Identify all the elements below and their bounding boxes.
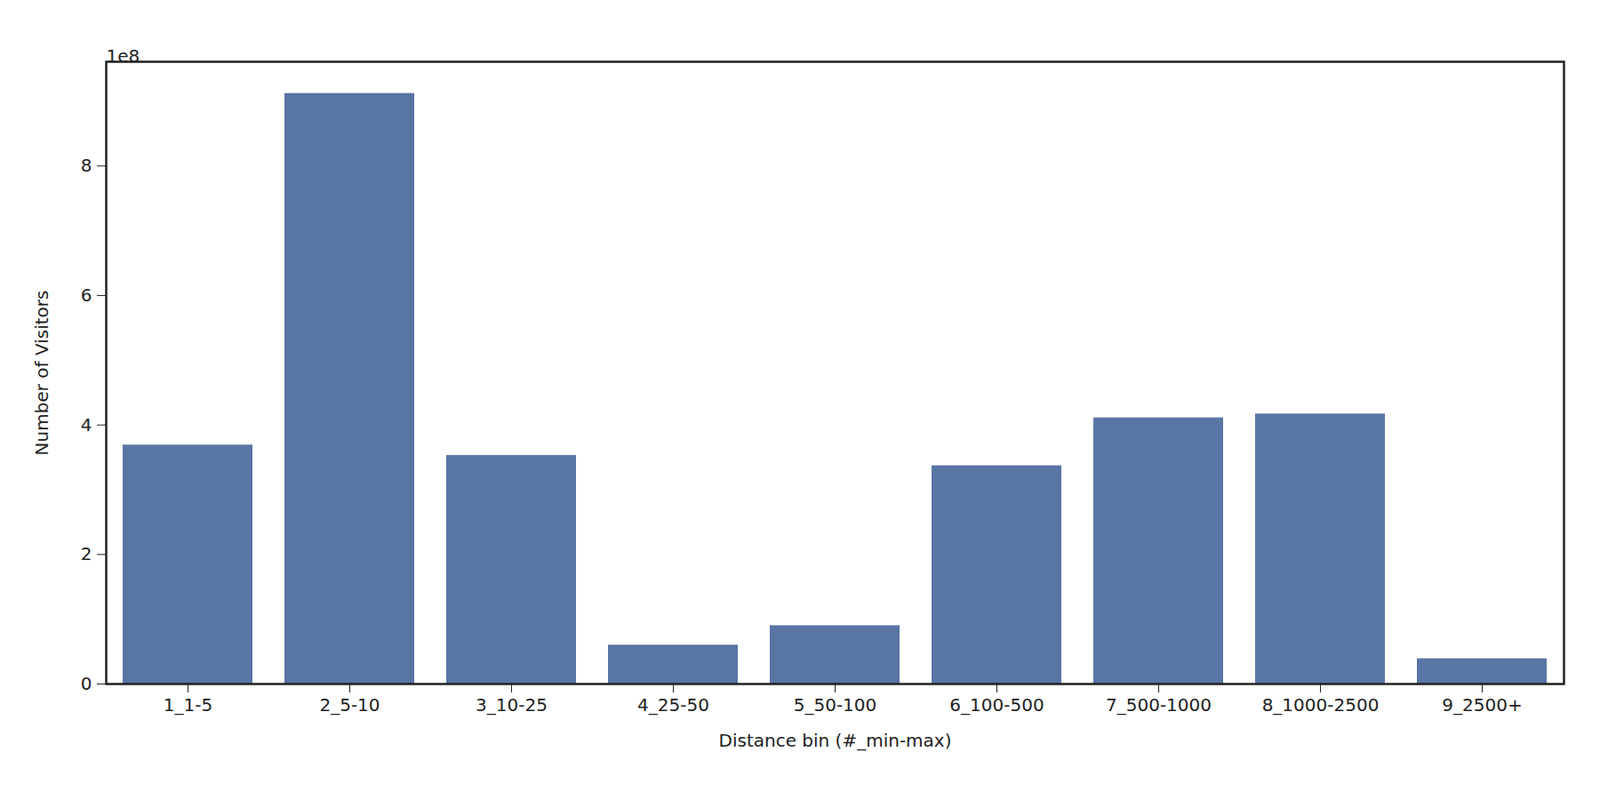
svg-text:1e8: 1e8	[106, 45, 141, 67]
svg-text:6: 6	[80, 284, 93, 306]
svg-text:5_50-100: 5_50-100	[793, 694, 878, 716]
svg-text:8: 8	[80, 154, 93, 176]
svg-text:4: 4	[80, 414, 93, 436]
svg-text:9_2500+: 9_2500+	[1441, 694, 1522, 716]
svg-text:3_10-25: 3_10-25	[475, 694, 548, 716]
svg-text:2: 2	[80, 543, 93, 565]
svg-text:Number of Visitors: Number of Visitors	[31, 290, 53, 456]
svg-text:1_1-5: 1_1-5	[163, 694, 213, 716]
svg-text:4_25-50: 4_25-50	[637, 694, 710, 716]
svg-text:8_1000-2500: 8_1000-2500	[1262, 694, 1380, 716]
svg-text:Distance bin (#_min-max): Distance bin (#_min-max)	[719, 729, 952, 752]
svg-text:7_500-1000: 7_500-1000	[1105, 694, 1212, 716]
svg-text:6_100-500: 6_100-500	[949, 694, 1044, 716]
svg-text:2_5-10: 2_5-10	[319, 694, 380, 716]
svg-text:0: 0	[80, 672, 93, 695]
